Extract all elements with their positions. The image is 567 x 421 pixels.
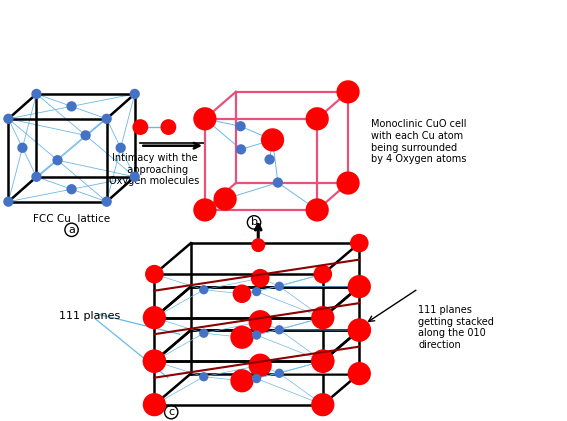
Point (102, 198, 111, 205)
Point (221, 196, 230, 203)
Point (256, 362, 265, 368)
Point (238, 334, 247, 341)
Point (199, 330, 208, 336)
Point (116, 144, 125, 151)
Point (238, 377, 247, 384)
Point (150, 358, 159, 365)
Point (32, 91, 41, 97)
Point (102, 115, 111, 122)
Point (355, 370, 364, 377)
Point (318, 314, 327, 321)
Point (150, 401, 159, 408)
Point (136, 124, 145, 131)
Point (355, 283, 364, 290)
Text: 111 planes
getting stacked
along the 010
direction: 111 planes getting stacked along the 010… (418, 305, 494, 350)
Point (355, 283, 364, 290)
Point (268, 136, 277, 143)
Point (256, 318, 265, 325)
Point (318, 358, 327, 365)
Point (164, 124, 173, 131)
Point (150, 358, 159, 365)
Point (4, 198, 13, 205)
Point (355, 327, 364, 333)
Point (199, 373, 208, 380)
Point (355, 327, 364, 333)
Text: Intimacy with the
  approaching
Oxygen molecules: Intimacy with the approaching Oxygen mol… (109, 153, 200, 187)
Point (318, 358, 327, 365)
Point (238, 290, 247, 297)
Point (130, 91, 139, 97)
Point (344, 180, 353, 187)
Text: FCC Cu  lattice: FCC Cu lattice (33, 214, 110, 224)
Point (150, 271, 159, 277)
Point (150, 314, 159, 321)
Point (253, 242, 263, 248)
Point (273, 179, 282, 186)
Point (236, 123, 245, 130)
Point (4, 115, 13, 122)
Point (67, 103, 76, 110)
Point (318, 401, 327, 408)
Point (252, 375, 261, 382)
Point (236, 146, 246, 153)
Point (275, 326, 284, 333)
Point (312, 207, 321, 213)
Point (150, 314, 159, 321)
Point (130, 173, 139, 180)
Point (67, 186, 76, 192)
Text: a: a (68, 225, 75, 235)
Point (252, 332, 261, 338)
Point (252, 288, 261, 295)
Point (344, 88, 353, 95)
Point (275, 283, 284, 290)
Point (200, 115, 209, 122)
Point (275, 370, 284, 377)
Point (53, 157, 62, 164)
Text: c: c (168, 407, 174, 417)
Point (265, 156, 274, 163)
Point (318, 314, 327, 321)
Text: 111 planes: 111 planes (59, 311, 120, 321)
Point (312, 115, 321, 122)
Point (355, 240, 364, 246)
Text: b: b (251, 217, 257, 227)
Point (256, 275, 265, 282)
Point (199, 286, 208, 293)
Point (18, 144, 27, 151)
Point (318, 271, 327, 277)
Point (81, 132, 90, 139)
Text: Monoclinic CuO cell
with each Cu atom
being surrounded
by 4 Oxygen atoms: Monoclinic CuO cell with each Cu atom be… (370, 120, 466, 164)
Point (32, 173, 41, 180)
Point (200, 207, 209, 213)
